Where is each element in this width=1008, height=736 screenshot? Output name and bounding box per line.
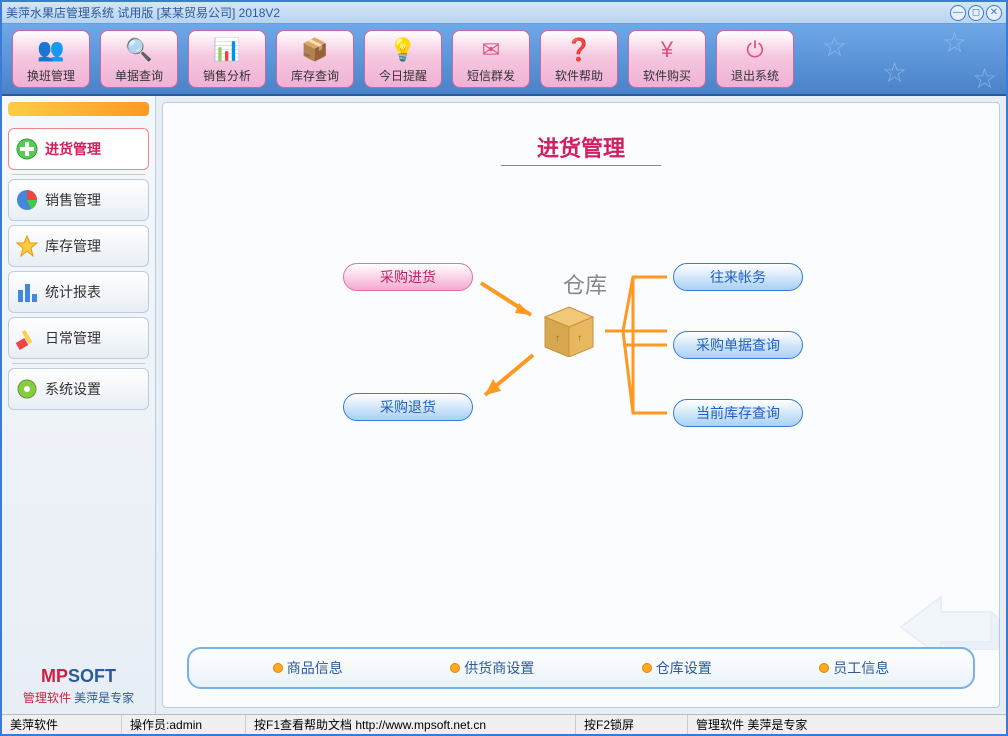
svg-text:↑: ↑: [555, 333, 560, 344]
flow-node-right-2[interactable]: 当前库存查询: [673, 399, 803, 427]
window-controls: — ◻ ✕: [950, 5, 1002, 21]
status-operator: 操作员:admin: [122, 715, 246, 734]
toolbar-icon: ✉: [476, 35, 506, 65]
toolbar-label: 软件购买: [643, 67, 691, 84]
toolbar-label: 软件帮助: [555, 67, 603, 84]
flow-node-left-1[interactable]: 采购退货: [343, 393, 473, 421]
toolbar-icon: 🔍: [124, 35, 154, 65]
toolbar-btn-4[interactable]: 💡 今日提醒: [364, 30, 442, 88]
toolbar-label: 销售分析: [203, 67, 251, 84]
bullet-icon: [273, 663, 283, 673]
sidebar-item-5[interactable]: 系统设置: [8, 368, 149, 410]
sidebar: 进货管理销售管理库存管理统计报表日常管理系统设置 MPSOFT 管理软件 美萍是…: [2, 96, 156, 714]
toolbar-icon: 👥: [36, 35, 66, 65]
quick-link-label: 仓库设置: [656, 658, 712, 678]
quick-link-label: 商品信息: [287, 658, 343, 678]
quick-link-3[interactable]: 员工信息: [819, 658, 889, 678]
quick-link-2[interactable]: 仓库设置: [642, 658, 712, 678]
toolbar-btn-3[interactable]: 📦 库存查询: [276, 30, 354, 88]
window-title: 美萍水果店管理系统 试用版 [某某贸易公司] 2018V2: [6, 4, 950, 21]
toolbar-btn-8[interactable]: ⏻ 退出系统: [716, 30, 794, 88]
svg-text:↑: ↑: [577, 333, 582, 344]
titlebar: 美萍水果店管理系统 试用版 [某某贸易公司] 2018V2 — ◻ ✕: [2, 2, 1006, 24]
toolbar-label: 短信群发: [467, 67, 515, 84]
warehouse-box-icon: ↑ ↑: [539, 305, 599, 357]
main-toolbar: 👥 换班管理 🔍 单据查询 📊 销售分析 📦 库存查询 💡 今日提醒 ✉ 短信群发 ❓ 软件帮助 ¥ 软件购买…: [2, 24, 1006, 96]
minimize-button[interactable]: —: [950, 5, 966, 21]
app-window: 美萍水果店管理系统 试用版 [某某贸易公司] 2018V2 — ◻ ✕ 👥 换班管…: [0, 0, 1008, 736]
sidebar-item-label: 统计报表: [45, 282, 101, 302]
sidebar-item-1[interactable]: 销售管理: [8, 179, 149, 221]
toolbar-btn-2[interactable]: 📊 销售分析: [188, 30, 266, 88]
quick-link-label: 供货商设置: [464, 658, 534, 678]
sidebar-item-0[interactable]: 进货管理: [8, 128, 149, 170]
page-title: 进货管理: [537, 131, 625, 163]
gear-icon: [15, 377, 39, 401]
statusbar: 美萍软件 操作员:admin 按F1查看帮助文档 http://www.mpso…: [2, 714, 1006, 734]
warehouse-label: 仓库: [563, 268, 607, 300]
toolbar-label: 库存查询: [291, 67, 339, 84]
sidebar-item-label: 系统设置: [45, 379, 101, 399]
sidebar-tab-strip: [8, 102, 149, 116]
bars-icon: [15, 280, 39, 304]
star-icon: [15, 234, 39, 258]
plus-icon: [15, 137, 39, 161]
toolbar-icon: ⏻: [740, 35, 770, 65]
quick-link-label: 员工信息: [833, 658, 889, 678]
sidebar-item-2[interactable]: 库存管理: [8, 225, 149, 267]
quick-link-0[interactable]: 商品信息: [273, 658, 343, 678]
brush-icon: [15, 326, 39, 350]
sidebar-item-label: 日常管理: [45, 328, 101, 348]
brand-logo: MPSOFT: [10, 666, 147, 687]
toolbar-icon: ❓: [564, 35, 594, 65]
toolbar-btn-5[interactable]: ✉ 短信群发: [452, 30, 530, 88]
logo-area: MPSOFT 管理软件 美萍是专家: [2, 658, 155, 714]
status-slogan: 管理软件 美萍是专家: [688, 715, 1006, 734]
close-button[interactable]: ✕: [986, 5, 1002, 21]
toolbar-icon: ¥: [652, 35, 682, 65]
workflow-diagram: 仓库 ↑ ↑ 采购进货采购退货往来帐务采购单据查询当前: [163, 203, 999, 463]
status-lock: 按F2锁屏: [576, 715, 688, 734]
toolbar-label: 今日提醒: [379, 67, 427, 84]
title-underline: [501, 165, 661, 166]
sidebar-item-4[interactable]: 日常管理: [8, 317, 149, 359]
quick-link-1[interactable]: 供货商设置: [450, 658, 534, 678]
quick-links-bar: 商品信息 供货商设置 仓库设置 员工信息: [187, 647, 975, 689]
sidebar-item-3[interactable]: 统计报表: [8, 271, 149, 313]
body-area: 进货管理销售管理库存管理统计报表日常管理系统设置 MPSOFT 管理软件 美萍是…: [2, 96, 1006, 714]
toolbar-icon: 💡: [388, 35, 418, 65]
sidebar-item-label: 销售管理: [45, 190, 101, 210]
toolbar-icon: 📊: [212, 35, 242, 65]
status-product: 美萍软件: [2, 715, 122, 734]
status-help: 按F1查看帮助文档 http://www.mpsoft.net.cn: [246, 715, 576, 734]
bullet-icon: [450, 663, 460, 673]
toolbar-btn-7[interactable]: ¥ 软件购买: [628, 30, 706, 88]
maximize-button[interactable]: ◻: [968, 5, 984, 21]
brand-slogan: 管理软件 美萍是专家: [10, 689, 147, 706]
toolbar-btn-0[interactable]: 👥 换班管理: [12, 30, 90, 88]
bullet-icon: [642, 663, 652, 673]
sidebar-item-label: 进货管理: [45, 139, 101, 159]
sidebar-item-label: 库存管理: [45, 236, 101, 256]
pie-icon: [15, 188, 39, 212]
toolbar-label: 退出系统: [731, 67, 779, 84]
flow-node-right-1[interactable]: 采购单据查询: [673, 331, 803, 359]
toolbar-label: 单据查询: [115, 67, 163, 84]
bullet-icon: [819, 663, 829, 673]
toolbar-icon: 📦: [300, 35, 330, 65]
toolbar-btn-6[interactable]: ❓ 软件帮助: [540, 30, 618, 88]
flow-node-right-0[interactable]: 往来帐务: [673, 263, 803, 291]
toolbar-btn-1[interactable]: 🔍 单据查询: [100, 30, 178, 88]
main-panel: 进货管理 仓库 ↑ ↑: [162, 102, 1000, 708]
toolbar-label: 换班管理: [27, 67, 75, 84]
flow-node-left-0[interactable]: 采购进货: [343, 263, 473, 291]
